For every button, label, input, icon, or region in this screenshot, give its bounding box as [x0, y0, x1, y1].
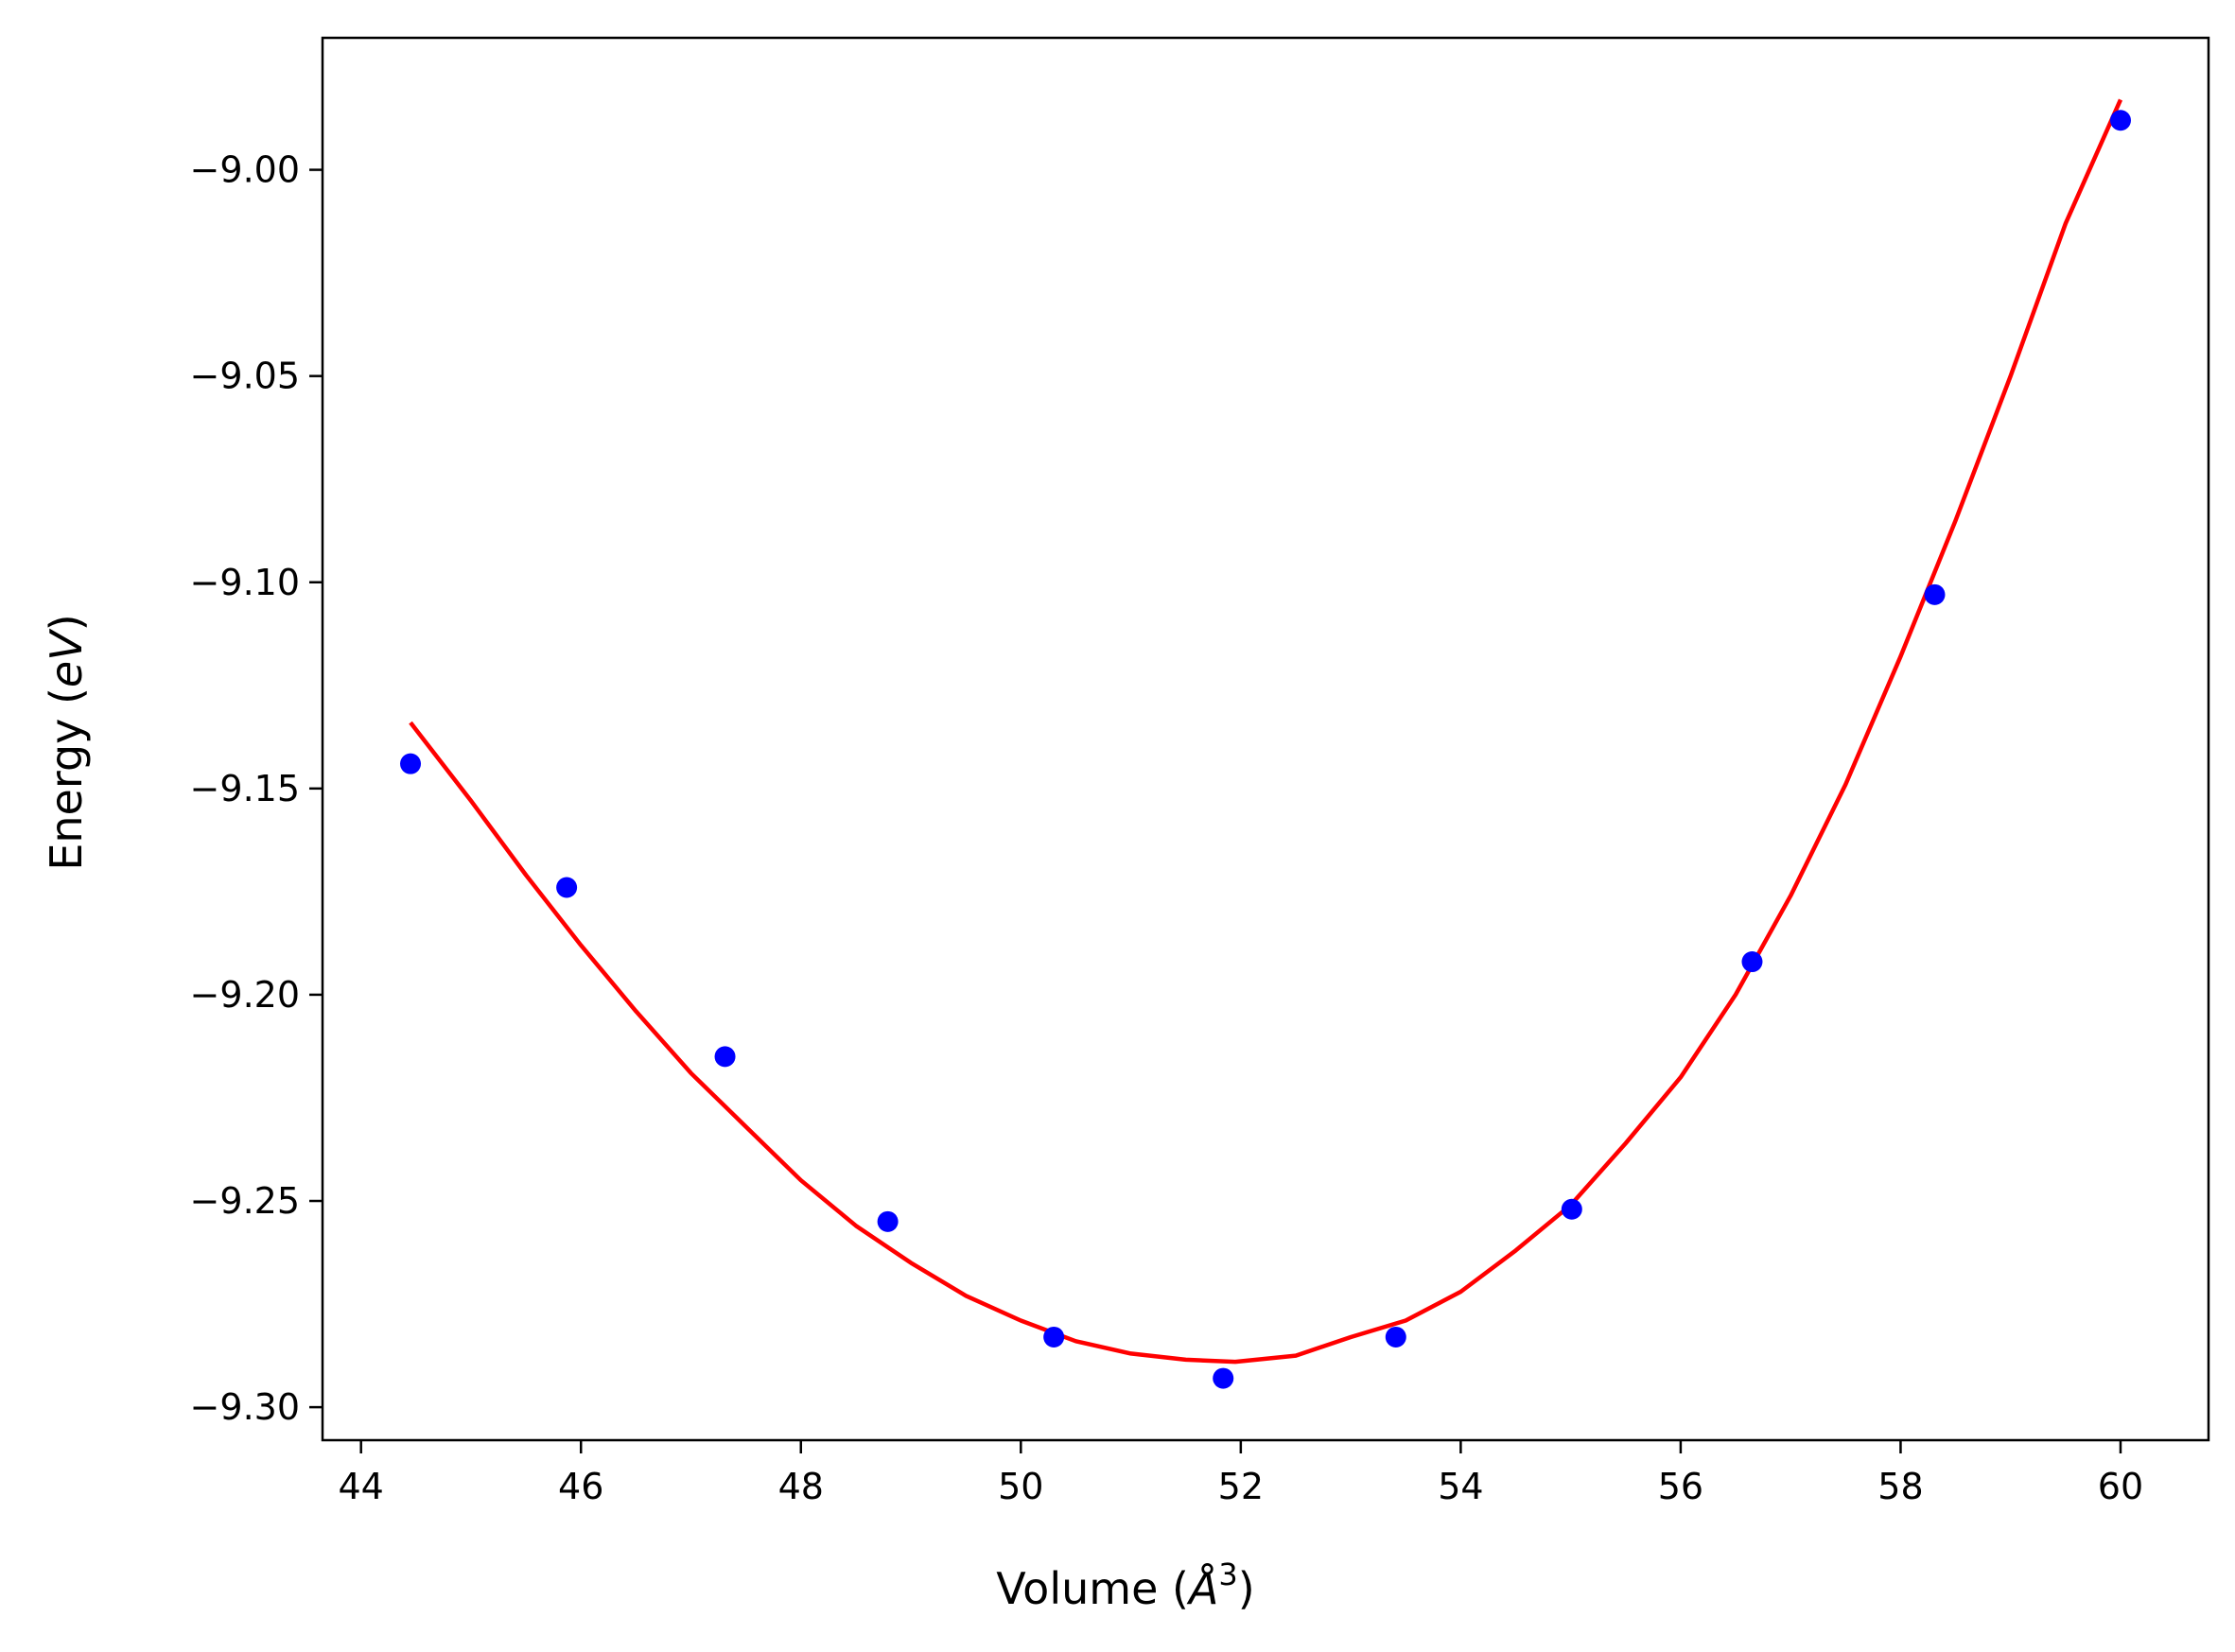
- x-tick-label: 44: [339, 1466, 384, 1507]
- y-tick-label: −9.00: [190, 149, 300, 191]
- data-point: [1043, 1326, 1065, 1348]
- y-axis-label: Energy (eV): [41, 614, 92, 870]
- x-tick-label: 58: [1877, 1466, 1923, 1507]
- data-point: [1213, 1367, 1234, 1389]
- y-tick-label: −9.10: [190, 562, 300, 603]
- data-point: [1924, 583, 1946, 605]
- data-point: [1561, 1198, 1582, 1220]
- y-axis-label-suffix: ): [41, 614, 92, 631]
- data-point: [556, 877, 578, 898]
- data-point: [400, 753, 422, 774]
- x-tick-label: 60: [2098, 1466, 2143, 1507]
- x-tick-label: 52: [1218, 1466, 1264, 1507]
- y-tick-label: −9.25: [190, 1180, 300, 1222]
- data-point: [1741, 951, 1763, 973]
- data-point: [2109, 110, 2131, 131]
- data-point: [877, 1210, 899, 1232]
- y-tick-label: −9.15: [190, 768, 300, 809]
- x-tick-label: 56: [1658, 1466, 1703, 1507]
- y-axis-label-prefix: Energy (: [41, 687, 92, 871]
- data-point: [714, 1046, 736, 1068]
- x-axis-label-exponent: 3: [1218, 1556, 1237, 1592]
- x-axis-ticks: 44 46 48 50 52 54 56 58 60: [339, 1440, 2143, 1507]
- fit-curve: [409, 98, 2123, 1365]
- y-axis-label-symbol: eV: [41, 628, 92, 687]
- data-point: [1385, 1326, 1406, 1348]
- y-axis-ticks: −9.00 −9.05 −9.10 −9.15 −9.20 −9.25 −9.30: [190, 149, 323, 1428]
- x-axis-label-suffix: ): [1238, 1563, 1255, 1614]
- x-tick-label: 46: [558, 1466, 603, 1507]
- x-tick-label: 50: [998, 1466, 1043, 1507]
- y-tick-label: −9.30: [190, 1386, 300, 1428]
- plot-frame: [321, 36, 2210, 1442]
- x-axis-label-symbol: Å: [1186, 1563, 1218, 1614]
- x-axis-label: Volume (Å3): [996, 1556, 1254, 1614]
- x-tick-label: 48: [778, 1466, 824, 1507]
- y-tick-label: −9.05: [190, 356, 300, 397]
- data-series: [400, 98, 2131, 1389]
- x-axis-label-prefix: Volume (: [996, 1563, 1189, 1614]
- y-tick-label: −9.20: [190, 974, 300, 1016]
- x-tick-label: 54: [1438, 1466, 1483, 1507]
